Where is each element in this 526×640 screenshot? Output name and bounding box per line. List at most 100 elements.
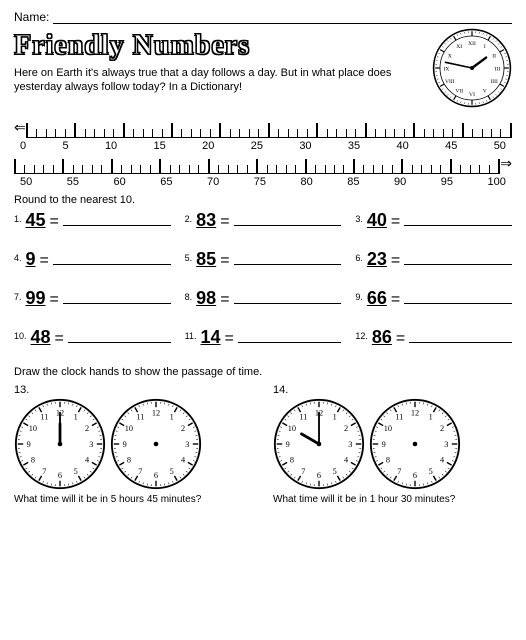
clock-problems: 13. 121234567891011 121234567891011 What… <box>14 384 512 506</box>
svg-text:IIII: IIII <box>490 79 498 85</box>
svg-text:9: 9 <box>123 440 127 449</box>
problem-number: 8. <box>185 292 193 302</box>
problem-value: 86 <box>372 327 392 348</box>
answer-blank[interactable] <box>63 288 171 304</box>
ruler-label: 90 <box>394 176 406 188</box>
svg-text:XII: XII <box>468 41 476 47</box>
svg-text:11: 11 <box>40 413 48 422</box>
equals-sign: = <box>50 213 59 231</box>
svg-text:9: 9 <box>286 440 290 449</box>
answer-blank[interactable] <box>404 210 512 226</box>
clock-question: What time will it be in 1 hour 30 minute… <box>273 494 512 506</box>
problem-value: 9 <box>26 249 36 270</box>
ruler-ticks-1 <box>26 120 512 138</box>
svg-text:5: 5 <box>170 467 174 476</box>
problem: 10. 48 = <box>14 327 171 348</box>
svg-text:VII: VII <box>455 89 463 95</box>
ruler-label: 100 <box>488 176 506 188</box>
problem-number: 4. <box>14 253 22 263</box>
name-blank[interactable] <box>53 10 512 24</box>
svg-text:I: I <box>484 44 486 50</box>
svg-text:11: 11 <box>395 413 403 422</box>
clock-given-icon: 121234567891011 <box>273 398 365 490</box>
ruler-label: 45 <box>445 140 457 152</box>
problem: 2. 83 = <box>185 210 342 231</box>
name-field[interactable]: Name: <box>14 10 512 24</box>
equals-sign: = <box>50 291 59 309</box>
problem-number: 5. <box>185 253 193 263</box>
svg-text:1: 1 <box>429 413 433 422</box>
ruler-label: 85 <box>347 176 359 188</box>
ruler-label: 20 <box>202 140 214 152</box>
problem-value: 23 <box>367 249 387 270</box>
problem: 6. 23 = <box>355 249 512 270</box>
problem-value: 45 <box>26 210 46 231</box>
problem-number: 1. <box>14 214 22 224</box>
problem-value: 40 <box>367 210 387 231</box>
equals-sign: = <box>391 213 400 231</box>
answer-blank[interactable] <box>63 210 171 226</box>
ruler-ticks-2 <box>14 156 500 174</box>
problem-number: 12. <box>355 331 368 341</box>
problem: 1. 45 = <box>14 210 171 231</box>
ruler-labels-1: 05101520253035404550 <box>14 138 512 152</box>
svg-text:2: 2 <box>344 424 348 433</box>
svg-text:10: 10 <box>125 424 133 433</box>
svg-text:IX: IX <box>443 66 449 72</box>
svg-text:2: 2 <box>85 424 89 433</box>
problem: 9. 66 = <box>355 288 512 309</box>
svg-text:7: 7 <box>397 467 401 476</box>
equals-sign: = <box>225 330 234 348</box>
svg-text:10: 10 <box>29 424 37 433</box>
svg-text:11: 11 <box>136 413 144 422</box>
equals-sign: = <box>391 291 400 309</box>
problem-grid: 1. 45 = 2. 83 = 3. 40 = 4. 9 = 5. 85 = 6… <box>14 210 512 348</box>
problem-value: 48 <box>31 327 51 348</box>
svg-text:II: II <box>492 54 496 60</box>
answer-blank[interactable] <box>404 249 512 265</box>
clock-instruction: Draw the clock hands to show the passage… <box>14 366 512 378</box>
ruler-label: 50 <box>494 140 506 152</box>
problem-value: 85 <box>196 249 216 270</box>
svg-text:6: 6 <box>154 471 158 480</box>
problem-number: 10. <box>14 331 27 341</box>
problem: 5. 85 = <box>185 249 342 270</box>
clock-answer-icon[interactable]: 121234567891011 <box>369 398 461 490</box>
problem-value: 83 <box>196 210 216 231</box>
svg-text:V: V <box>483 89 487 95</box>
clock-problem: 13. 121234567891011 121234567891011 What… <box>14 384 253 506</box>
svg-text:1: 1 <box>74 413 78 422</box>
answer-blank[interactable] <box>404 288 512 304</box>
ruler-label: 95 <box>441 176 453 188</box>
answer-blank[interactable] <box>234 249 342 265</box>
equals-sign: = <box>40 252 49 270</box>
clock-problem-number: 13. <box>14 384 253 396</box>
answer-blank[interactable] <box>238 327 341 343</box>
ruler-label: 70 <box>207 176 219 188</box>
clock-given-icon: 121234567891011 <box>14 398 106 490</box>
svg-text:6: 6 <box>317 471 321 480</box>
clock-answer-icon[interactable]: 121234567891011 <box>110 398 202 490</box>
ruler-label: 5 <box>62 140 68 152</box>
answer-blank[interactable] <box>68 327 171 343</box>
svg-text:7: 7 <box>42 467 46 476</box>
svg-text:11: 11 <box>299 413 307 422</box>
clock-section: Draw the clock hands to show the passage… <box>14 366 512 506</box>
svg-text:4: 4 <box>344 455 348 464</box>
problem: 12. 86 = <box>355 327 512 348</box>
ruler-label: 65 <box>160 176 172 188</box>
answer-blank[interactable] <box>409 327 512 343</box>
svg-text:12: 12 <box>411 408 419 417</box>
svg-text:6: 6 <box>58 471 62 480</box>
problem-value: 66 <box>367 288 387 309</box>
problem: 3. 40 = <box>355 210 512 231</box>
svg-text:3: 3 <box>348 440 352 449</box>
svg-text:7: 7 <box>301 467 305 476</box>
riddle-text: Here on Earth it's always true that a da… <box>14 66 424 95</box>
answer-blank[interactable] <box>53 249 171 265</box>
answer-blank[interactable] <box>234 288 342 304</box>
svg-text:7: 7 <box>138 467 142 476</box>
svg-text:5: 5 <box>74 467 78 476</box>
answer-blank[interactable] <box>234 210 342 226</box>
svg-text:10: 10 <box>384 424 392 433</box>
